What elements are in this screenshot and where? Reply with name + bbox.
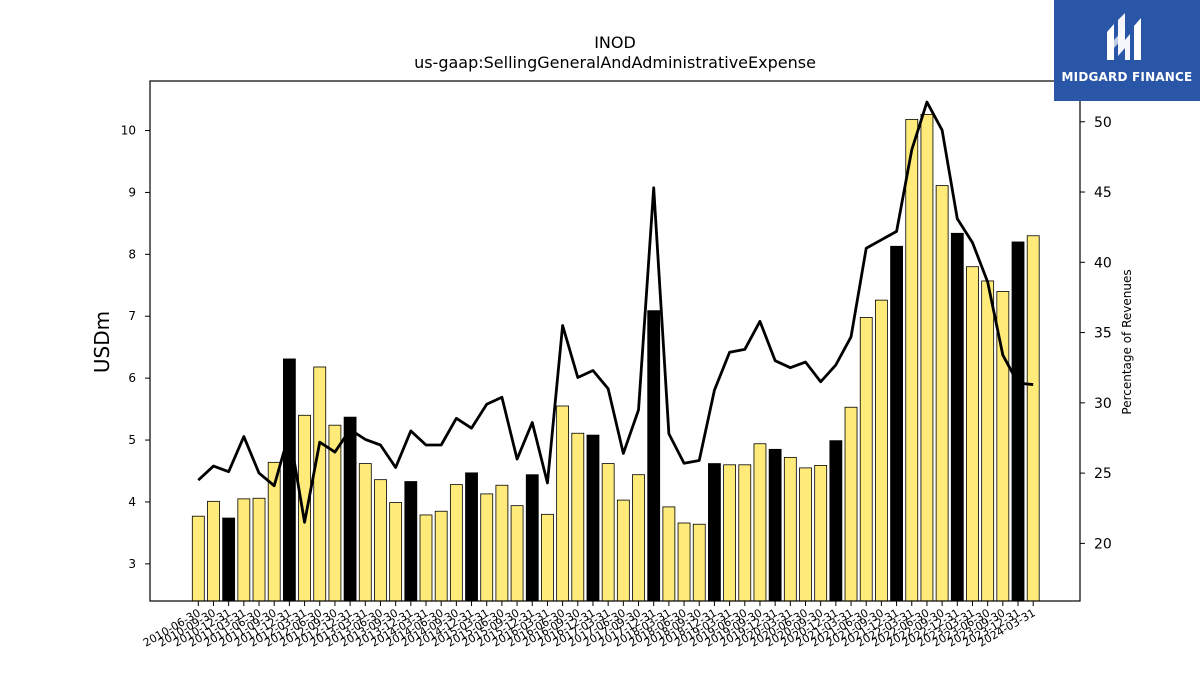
bar: [510, 505, 524, 602]
bar: [237, 498, 251, 602]
chart-title: INOD: [594, 33, 636, 52]
bar: [738, 464, 752, 602]
bar: [935, 185, 949, 602]
y2-tick-label: 35: [1094, 326, 1112, 342]
bar: [358, 463, 372, 602]
bar: [252, 497, 266, 602]
bars-group: [191, 114, 1040, 602]
series-line: [197, 100, 1034, 524]
y-tick-label: 3: [128, 557, 136, 571]
y2-tick-label: 40: [1094, 255, 1112, 271]
bar: [541, 513, 554, 602]
logo-text: MIDGARD FINANCE: [1061, 70, 1193, 84]
y-tick-label: 6: [128, 371, 136, 385]
bar: [905, 118, 919, 602]
bar: [950, 232, 964, 602]
bar: [389, 502, 403, 602]
bar: [207, 500, 220, 602]
bar: [783, 456, 797, 602]
bar: [616, 499, 630, 602]
bar: [222, 517, 236, 602]
midgard-finance-logo: MIDGARD FINANCE: [1054, 0, 1200, 101]
logo-mark-icon: [1107, 13, 1141, 60]
bar: [571, 432, 585, 602]
bar: [662, 506, 676, 602]
bar: [844, 406, 858, 602]
plot-frame: [149, 80, 1081, 602]
y2-tick-label: 25: [1094, 466, 1112, 482]
bar: [449, 484, 463, 602]
bar: [1011, 241, 1025, 602]
line-group: [197, 100, 1034, 524]
bar: [708, 463, 721, 602]
bar: [920, 114, 934, 602]
y-tick-label: 8: [128, 247, 136, 261]
y-tick-label: 9: [128, 185, 136, 199]
bar: [282, 358, 296, 602]
bar: [313, 366, 327, 602]
bar: [434, 510, 448, 602]
bar: [890, 245, 903, 602]
bar: [465, 472, 478, 602]
bar: [480, 493, 494, 602]
bar: [723, 464, 736, 602]
bar: [875, 299, 888, 602]
y-tick-label: 7: [128, 309, 136, 323]
chart-subtitle: us-gaap:SellingGeneralAndAdministrativeE…: [414, 53, 816, 72]
bar: [525, 474, 539, 602]
bar: [419, 514, 433, 602]
bar: [495, 484, 509, 602]
y-axis-ticks: 3 4 5 6 7 8 9 10: [121, 124, 150, 571]
y2-tick-label: 45: [1094, 185, 1112, 201]
bar: [343, 416, 357, 602]
bar: [374, 479, 387, 602]
bar: [829, 440, 843, 602]
bar: [814, 465, 828, 602]
bar: [1026, 235, 1040, 602]
y-axis-label: USDm: [90, 311, 114, 373]
bar: [859, 317, 873, 602]
bar: [298, 414, 311, 602]
bar: [556, 405, 570, 602]
bar: [753, 443, 767, 602]
bar: [632, 474, 645, 602]
bar: [768, 448, 782, 602]
y2-axis-ticks: 20 25 30 35 40 45 50: [1080, 115, 1112, 552]
y2-axis-label: Percentage of Revenues: [1120, 269, 1134, 414]
bar: [586, 434, 600, 602]
bar: [966, 266, 979, 602]
bar: [191, 515, 205, 602]
bar: [601, 463, 615, 602]
y2-tick-label: 50: [1094, 115, 1112, 131]
bar: [692, 523, 706, 602]
bar: [404, 481, 418, 602]
y2-tick-label: 20: [1094, 536, 1112, 552]
bar: [981, 280, 995, 602]
y-tick-label: 5: [128, 433, 136, 447]
bar: [647, 310, 661, 602]
y-tick-label: 4: [128, 495, 136, 509]
y2-tick-label: 30: [1094, 396, 1112, 412]
y-tick-label: 10: [121, 124, 136, 138]
x-axis-ticks: 2010-06-302010-09-302010-12-312011-03-31…: [141, 601, 1038, 650]
bar: [799, 467, 812, 602]
bar: [677, 522, 691, 602]
